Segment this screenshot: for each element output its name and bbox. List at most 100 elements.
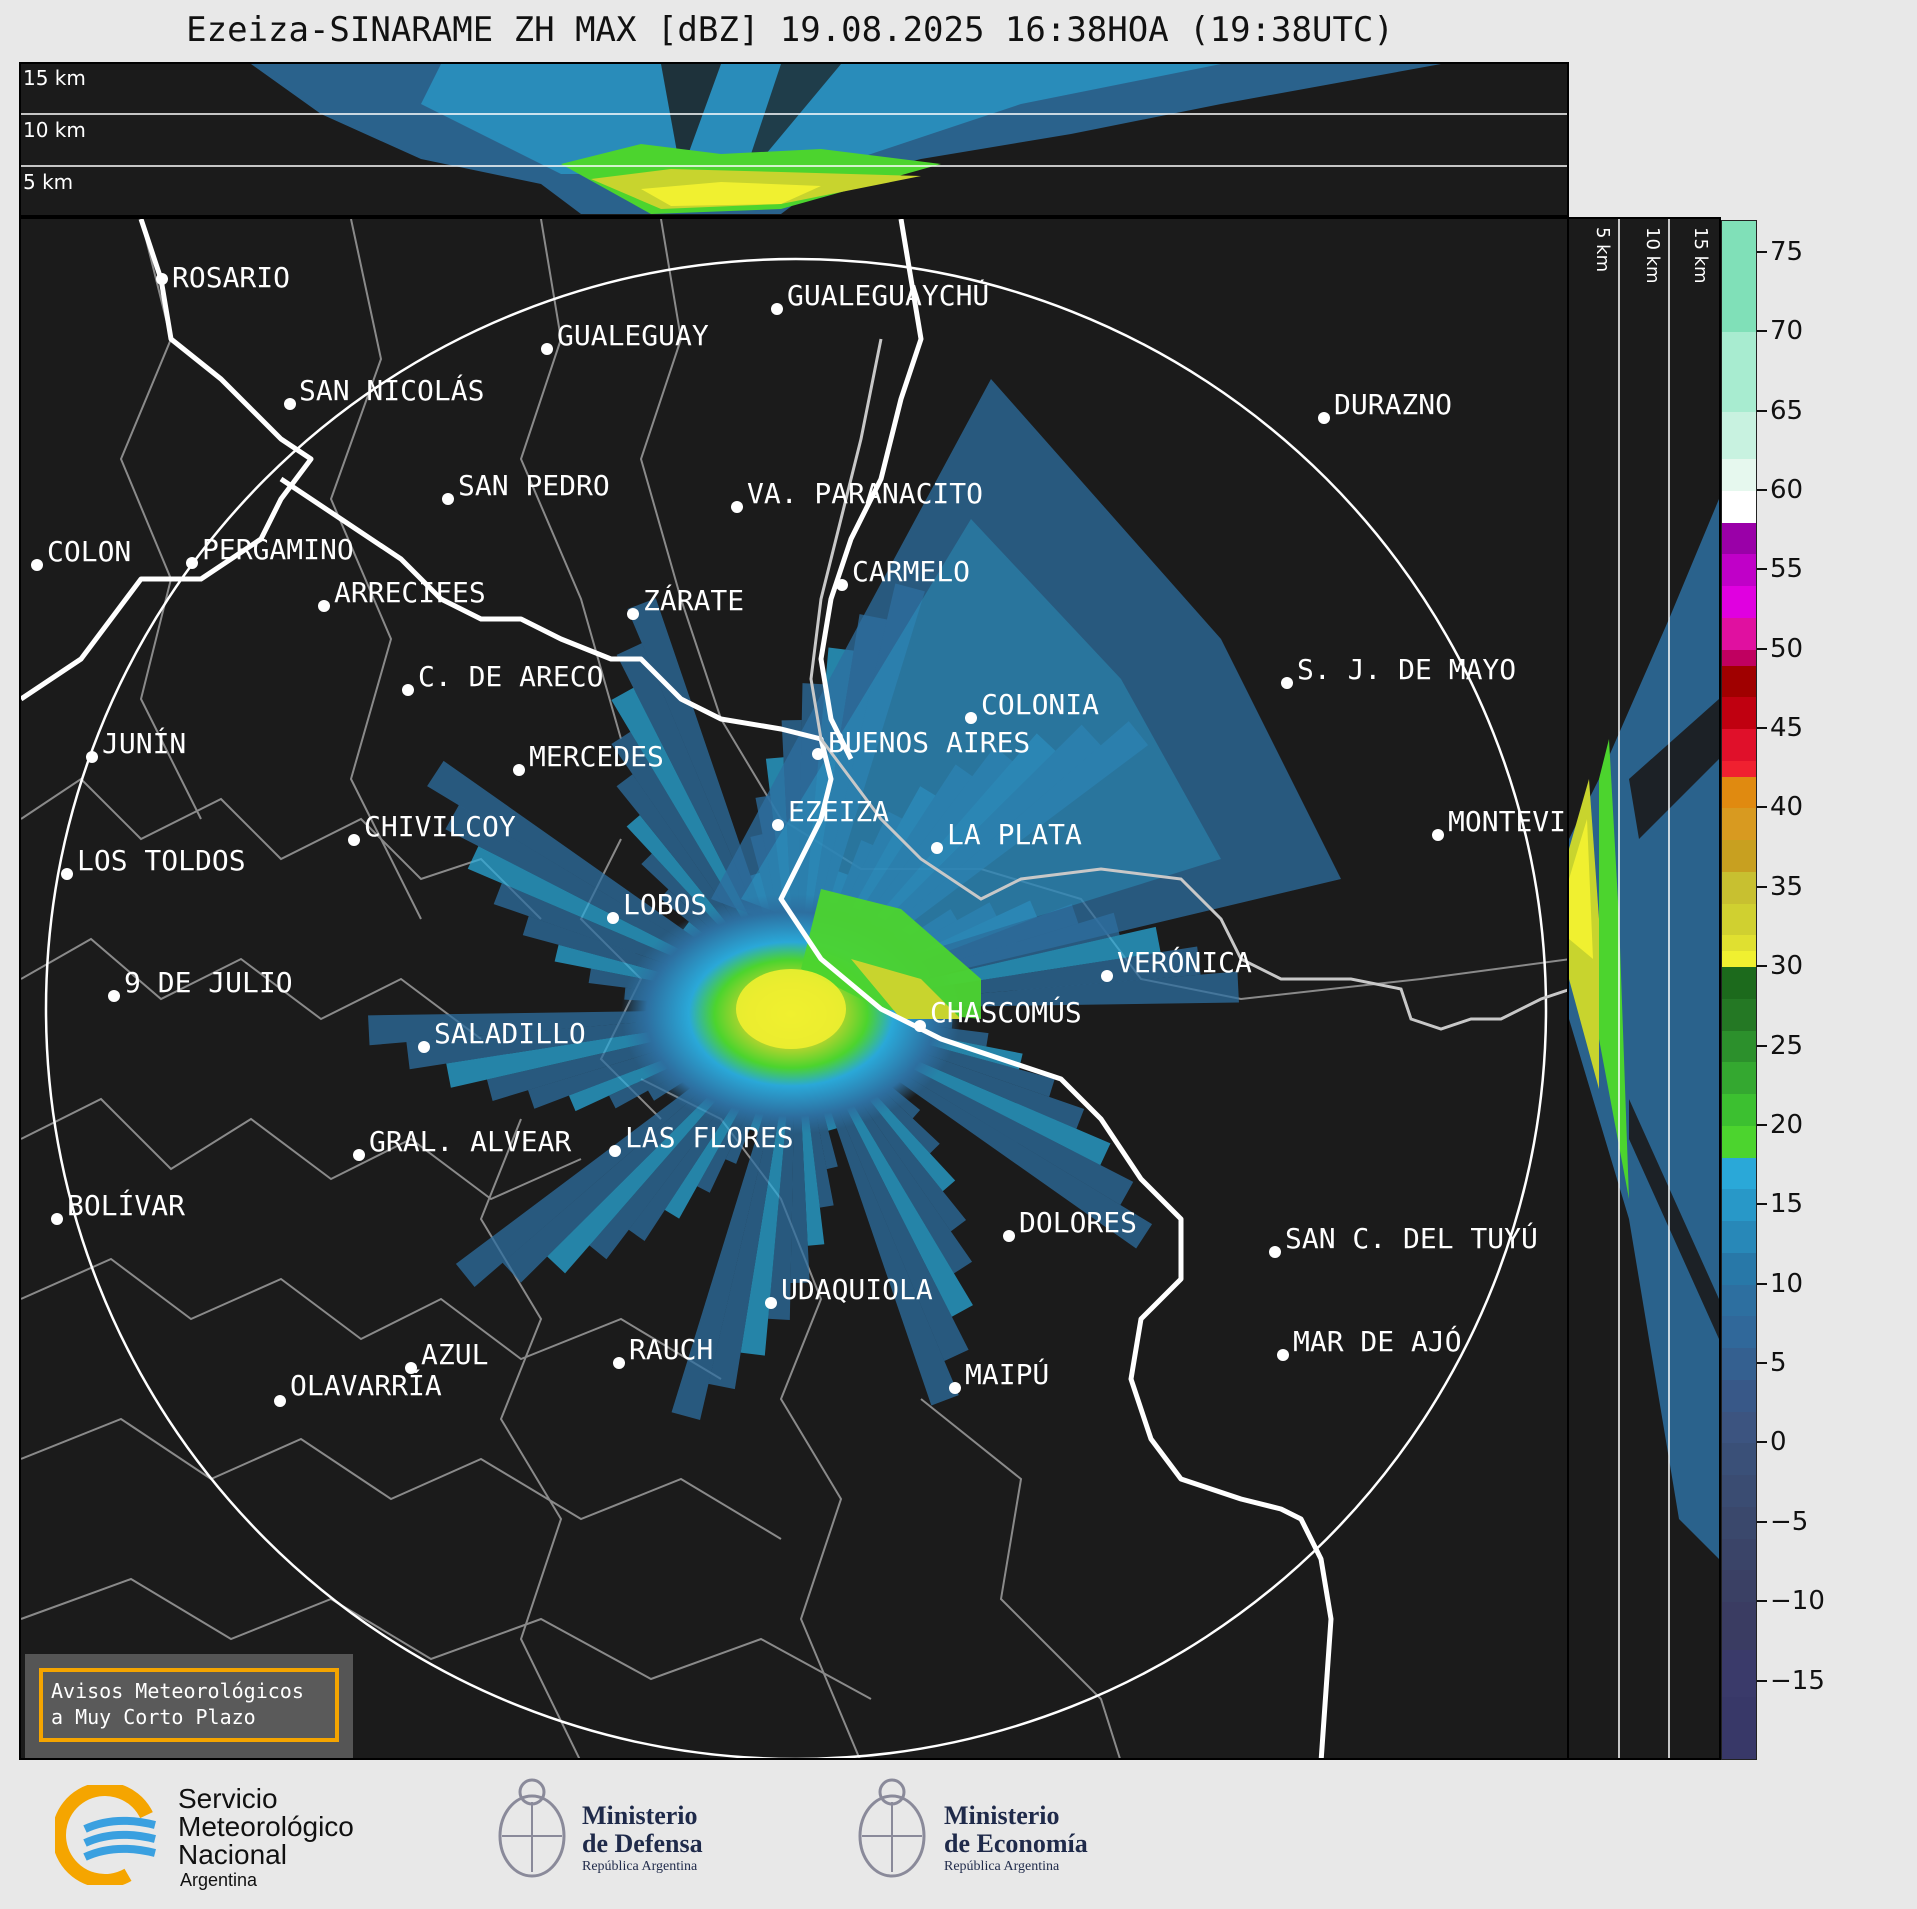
colorbar-tick-label: 20 (1770, 1109, 1804, 1140)
colorbar-segment (1722, 1538, 1756, 1571)
defensa-seal-icon (498, 1778, 566, 1878)
defensa-line-1: Ministerio (582, 1801, 698, 1830)
city-label: MERCEDES (529, 740, 664, 773)
city-marker (513, 764, 525, 776)
city-marker (949, 1382, 961, 1394)
city-marker (931, 842, 943, 854)
colorbar-segment (1722, 459, 1756, 491)
city-marker (61, 868, 73, 880)
city-marker (771, 303, 783, 315)
colorbar-segment (1722, 1062, 1756, 1095)
colorbar-tick-label: 60 (1770, 474, 1804, 505)
colorbar-tick-label: 45 (1770, 713, 1804, 744)
radar-map: ROSARIO GUALEGUAYCHÚ GUALEGUAY SAN NICOLÁS D… (19, 217, 1569, 1760)
city-label: LOS TOLDOS (77, 844, 246, 877)
city-label: ZÁRATE (643, 584, 745, 617)
city-marker (402, 684, 414, 696)
city-marker (1277, 1349, 1289, 1361)
city-label: CHASCOMÚS (930, 996, 1082, 1029)
colorbar-segment (1722, 1697, 1756, 1759)
colorbar-tick-label: 55 (1770, 554, 1804, 585)
city-label: MAIPÚ (965, 1358, 1050, 1391)
top-cross-section: 15 km 10 km 5 km (19, 62, 1569, 217)
city-marker (405, 1362, 417, 1374)
side-altitude-label-10: 10 km (1642, 227, 1663, 284)
city-marker (609, 1145, 621, 1157)
colorbar-segment (1722, 998, 1756, 1031)
colorbar-tick (1757, 806, 1767, 809)
coast-uruguay (809, 338, 1567, 1031)
city-marker (1318, 412, 1330, 424)
colorbar-segment (1722, 1284, 1756, 1317)
city-marker (1281, 677, 1293, 689)
colorbar-segment (1722, 1443, 1756, 1476)
city-label: UDAQUIOLA (781, 1273, 933, 1306)
smn-line-4: Argentina (180, 1870, 258, 1890)
colorbar-tick-label: 65 (1770, 395, 1804, 426)
colorbar-tick-label: 5 (1770, 1348, 1787, 1379)
colorbar-segment (1722, 1379, 1756, 1412)
city-label: BUENOS AIRES (828, 726, 1031, 759)
city-label: GRAL. ALVEAR (369, 1125, 572, 1158)
colorbar-segment (1722, 221, 1756, 333)
top-altitude-label-10: 10 km (23, 118, 86, 142)
radar-map-plot (21, 219, 1567, 1758)
city-marker (607, 912, 619, 924)
top-altitude-label-5: 5 km (23, 170, 74, 194)
city-marker (772, 819, 784, 831)
defensa-text: Ministerio de Defensa República Argentin… (582, 1802, 703, 1876)
colorbar-tick (1757, 647, 1767, 650)
colorbar-tick (1757, 1441, 1767, 1444)
colorbar-segment (1722, 1252, 1756, 1285)
city-label: VERÓNICA (1117, 946, 1252, 979)
city-label: COLON (47, 535, 132, 568)
colorbar-segment (1722, 967, 1756, 999)
top-cross-section-plot (21, 64, 1567, 214)
side-cross-section: 5 km 10 km 15 km (1569, 217, 1721, 1760)
colorbar-tick (1757, 488, 1767, 491)
colorbar-tick (1757, 1679, 1767, 1682)
colorbar-segment (1722, 1125, 1756, 1158)
colorbar-tick (1757, 1044, 1767, 1047)
city-marker (31, 559, 43, 571)
city-label: LAS FLORES (625, 1121, 794, 1154)
alert-badge[interactable]: Avisos Meteorológicos a Muy Corto Plazo (25, 1654, 353, 1758)
city-label: GUALEGUAYCHÚ (787, 279, 990, 312)
side-altitude-label-5: 5 km (1592, 227, 1613, 273)
city-marker (1101, 970, 1113, 982)
city-label: COLONIA (981, 688, 1100, 721)
city-marker (613, 1357, 625, 1369)
city-label: JUNÍN (102, 727, 187, 760)
coastlines (21, 219, 1334, 1758)
colorbar-tick-label: 70 (1770, 316, 1804, 347)
city-marker (51, 1213, 63, 1225)
city-label: SAN PEDRO (458, 469, 610, 502)
defensa-line-2: de Defensa (582, 1829, 703, 1858)
city-marker (274, 1395, 286, 1407)
colorbar-segment (1722, 490, 1756, 523)
colorbar-tick-label: 0 (1770, 1427, 1787, 1458)
colorbar-segment (1722, 903, 1756, 936)
colorbar-segment (1722, 1348, 1756, 1380)
colorbar-tick-label: −5 (1770, 1506, 1809, 1537)
alert-badge-frame[interactable]: Avisos Meteorológicos a Muy Corto Plazo (39, 1668, 339, 1742)
city-label: RAUCH (629, 1333, 714, 1366)
colorbar-tick-label: 75 (1770, 236, 1804, 267)
city-marker (318, 600, 330, 612)
city-label: AZUL (421, 1338, 489, 1371)
smn-line-2: Meteorológico (178, 1811, 354, 1842)
colorbar-segment (1722, 1649, 1756, 1698)
colorbar-segment (1722, 586, 1756, 618)
colorbar-tick (1757, 1282, 1767, 1285)
city-marker (627, 608, 639, 620)
colorbar-segment (1722, 1316, 1756, 1349)
alert-line-2: a Muy Corto Plazo (51, 1705, 256, 1729)
colorbar-tick-label: 15 (1770, 1189, 1804, 1220)
colorbar-tick (1757, 568, 1767, 571)
colorbar-tick-label: −10 (1770, 1586, 1825, 1617)
side-altitude-label-15: 15 km (1690, 227, 1711, 284)
colorbar-segment (1722, 554, 1756, 587)
colorbar-segment (1722, 1411, 1756, 1444)
colorbar-tick (1757, 885, 1767, 888)
radar-range-ring (44, 257, 1548, 1758)
